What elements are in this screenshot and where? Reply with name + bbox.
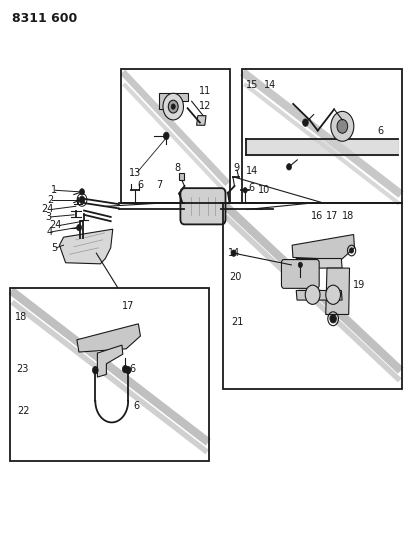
Circle shape — [123, 367, 127, 372]
Circle shape — [302, 119, 308, 126]
Text: 5: 5 — [51, 243, 57, 253]
Circle shape — [125, 367, 131, 374]
Circle shape — [243, 188, 247, 193]
Text: 20: 20 — [229, 272, 241, 282]
Text: 14: 14 — [264, 80, 276, 90]
Text: 3: 3 — [45, 212, 51, 222]
Text: 8: 8 — [174, 163, 180, 173]
Text: 6: 6 — [129, 364, 135, 374]
Bar — [121, 69, 229, 203]
Circle shape — [92, 367, 98, 374]
Circle shape — [79, 189, 84, 195]
Polygon shape — [291, 235, 353, 260]
Polygon shape — [179, 173, 184, 180]
Polygon shape — [295, 259, 341, 268]
Text: 1: 1 — [51, 185, 57, 195]
Text: 21: 21 — [231, 318, 243, 327]
Text: 12: 12 — [198, 101, 211, 110]
Text: 10: 10 — [258, 185, 270, 195]
Polygon shape — [97, 345, 123, 377]
Circle shape — [79, 196, 85, 204]
Text: 24: 24 — [49, 221, 61, 230]
Text: 11: 11 — [198, 86, 211, 95]
Text: 14: 14 — [227, 248, 239, 258]
Text: 14: 14 — [245, 166, 258, 175]
Circle shape — [231, 250, 236, 256]
Polygon shape — [159, 93, 187, 109]
Circle shape — [163, 132, 169, 140]
Text: 8311 600: 8311 600 — [12, 12, 77, 25]
Circle shape — [76, 224, 81, 231]
Circle shape — [348, 248, 353, 253]
Text: 6: 6 — [376, 126, 382, 135]
Circle shape — [162, 93, 183, 120]
Text: 17: 17 — [122, 302, 134, 311]
Text: 18: 18 — [341, 211, 353, 221]
FancyBboxPatch shape — [281, 260, 318, 288]
Text: 4: 4 — [46, 227, 52, 237]
Circle shape — [336, 119, 347, 133]
Circle shape — [171, 104, 175, 109]
Text: 6: 6 — [133, 401, 139, 411]
Bar — [223, 203, 401, 389]
Text: 17: 17 — [325, 211, 337, 221]
Text: 9: 9 — [232, 163, 238, 173]
Text: 19: 19 — [352, 280, 364, 290]
Text: 6: 6 — [248, 183, 254, 193]
Text: 16: 16 — [310, 211, 322, 221]
Circle shape — [325, 285, 339, 304]
Text: 2: 2 — [47, 195, 53, 205]
Text: 15: 15 — [245, 80, 258, 90]
Circle shape — [297, 262, 302, 268]
Bar — [241, 69, 401, 203]
Circle shape — [329, 314, 335, 323]
Polygon shape — [77, 324, 140, 352]
Circle shape — [286, 164, 291, 170]
Text: 6: 6 — [137, 180, 143, 190]
Text: 22: 22 — [18, 406, 30, 416]
Polygon shape — [325, 268, 348, 314]
Polygon shape — [295, 290, 341, 300]
Circle shape — [168, 100, 178, 113]
Text: 24: 24 — [41, 205, 53, 214]
Circle shape — [122, 366, 128, 373]
Text: 18: 18 — [15, 312, 27, 322]
Polygon shape — [196, 116, 205, 125]
Text: 7: 7 — [155, 180, 162, 190]
Polygon shape — [59, 229, 112, 264]
Bar — [10, 288, 209, 461]
Circle shape — [330, 111, 353, 141]
Circle shape — [304, 285, 319, 304]
Text: 23: 23 — [16, 364, 29, 374]
Text: 13: 13 — [129, 168, 141, 178]
FancyBboxPatch shape — [180, 188, 225, 224]
